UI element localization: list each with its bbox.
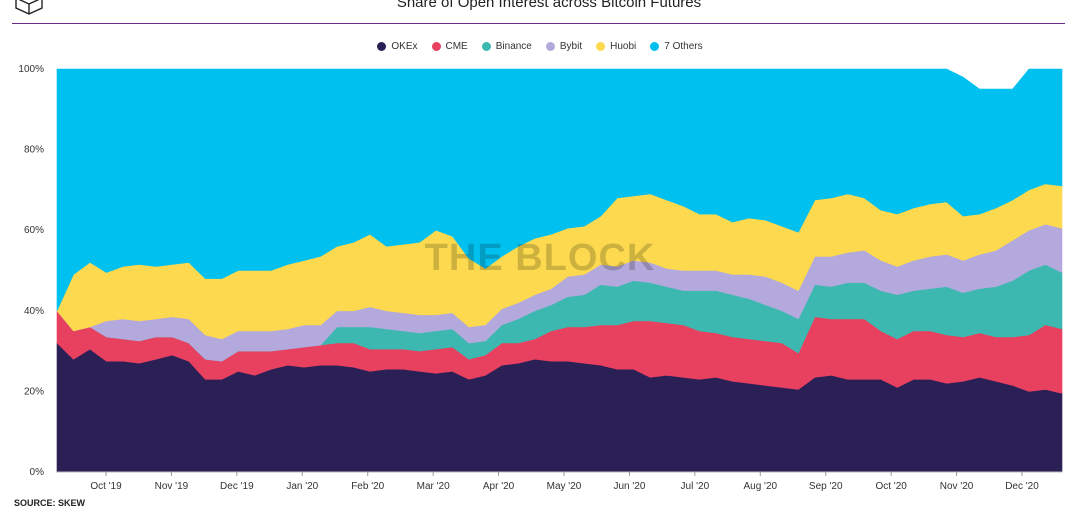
- x-tick-label: May '20: [547, 481, 582, 492]
- y-tick-label: 100%: [18, 64, 44, 75]
- legend-swatch: [431, 42, 441, 51]
- x-tick-label: Apr '20: [483, 481, 515, 492]
- legend-label: OKEx: [391, 41, 418, 52]
- logo-icon: [15, 0, 43, 15]
- y-tick-label: 20%: [24, 386, 44, 397]
- x-tick-label: Jul '20: [681, 481, 710, 492]
- legend-item-bybit: Bybit: [545, 41, 583, 52]
- x-tick-label: Dec '20: [1005, 481, 1039, 492]
- legend-swatch: [377, 42, 387, 51]
- x-tick-label: Oct '19: [90, 481, 122, 492]
- legend-item-7-others: 7 Others: [650, 41, 703, 52]
- x-tick-label: Jan '20: [286, 481, 318, 492]
- page-title: Share of Open Interest across Bitcoin Fu…: [396, 0, 702, 11]
- x-tick-label: Dec '19: [220, 481, 254, 492]
- x-tick-label: Feb '20: [351, 481, 384, 492]
- legend-item-okex: OKEx: [377, 41, 418, 52]
- legend-label: Binance: [495, 41, 532, 52]
- legend-label: 7 Others: [664, 41, 703, 52]
- legend-label: CME: [445, 41, 468, 52]
- x-tick-label: Mar '20: [417, 481, 450, 492]
- x-tick-label: Nov '20: [940, 481, 974, 492]
- legend-item-huobi: Huobi: [596, 41, 636, 52]
- x-tick-label: Jun '20: [613, 481, 645, 492]
- y-tick-label: 40%: [24, 306, 44, 317]
- x-tick-label: Oct '20: [875, 481, 907, 492]
- legend-swatch: [481, 42, 491, 51]
- legend-item-cme: CME: [431, 41, 468, 52]
- area-series-7-others: [56, 68, 1063, 311]
- legend-swatch: [545, 42, 555, 51]
- source-label: SOURCE: SKEW: [14, 498, 86, 508]
- x-tick-label: Aug '20: [743, 481, 777, 492]
- legend-label: Bybit: [559, 41, 583, 52]
- y-tick-label: 0%: [30, 467, 45, 478]
- chart-legend: OKEx CME Binance Bybit Huobi 7 Others: [0, 41, 1080, 52]
- legend-label: Huobi: [610, 41, 637, 52]
- legend-swatch: [650, 42, 660, 51]
- y-tick-label: 60%: [24, 225, 44, 236]
- y-tick-label: 80%: [24, 145, 44, 156]
- legend-swatch: [596, 42, 606, 51]
- x-tick-label: Nov '19: [155, 481, 189, 492]
- watermark: THE BLOCK: [425, 237, 656, 279]
- legend-item-binance: Binance: [481, 41, 532, 52]
- x-tick-label: Sep '20: [809, 481, 843, 492]
- title-divider: [12, 23, 1065, 24]
